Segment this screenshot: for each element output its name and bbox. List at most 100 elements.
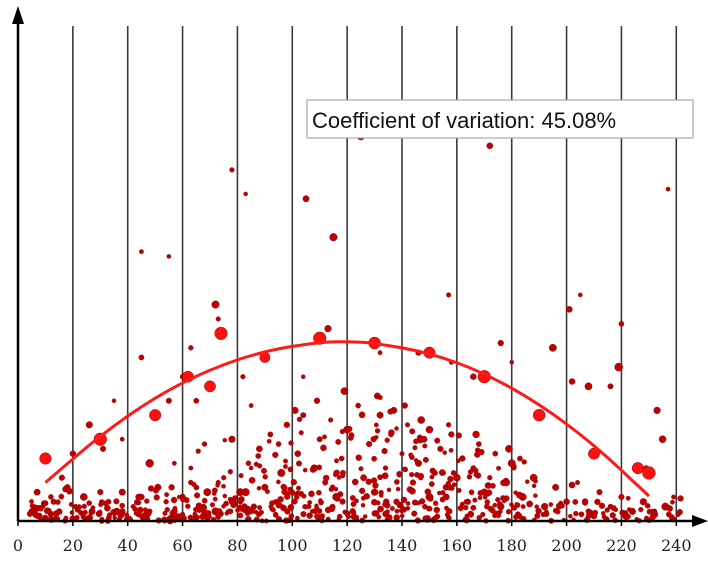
dense-scatter-jitter-104-1 [192,511,198,517]
dense-scatter-jitter-103-3 [511,505,518,511]
dense-scatter-jitter-58-3 [409,472,415,478]
dense-scatter-jitter-47-2 [348,432,355,439]
x-tick-label-60: 60 [172,536,192,555]
dense-scatter-jitter-41-1 [316,489,322,496]
dense-scatter-jitter-31-2 [266,438,272,444]
dense-scatter-jitter-27-3 [238,473,244,479]
dense-scatter-jitter-37-0 [296,460,302,467]
outliers-point-43 [85,421,93,429]
dense-scatter-jitter-68-0 [468,512,474,518]
dense-scatter-jitter-59-4 [422,456,429,463]
dense-scatter-jitter-66-3 [463,499,469,505]
dense-scatter-jitter-85-4 [610,505,617,511]
dense-scatter-point-79 [552,483,560,491]
dense-scatter-jitter-35-1 [287,504,295,511]
dense-scatter-point-78 [541,502,549,511]
dense-scatter-jitter-80-2 [568,513,573,519]
dense-scatter-jitter-97-0 [346,425,353,432]
dense-scatter-point-30 [261,483,269,491]
dense-scatter-point-3 [48,494,54,500]
dense-scatter-jitter-26-1 [232,495,239,502]
dense-scatter-point-93 [168,484,175,491]
dense-scatter-jitter-77-4 [533,478,538,484]
dense-scatter-jitter-51-4 [384,437,390,443]
dense-scatter-jitter-96-0 [320,444,327,452]
dense-scatter-jitter-66-2 [466,474,473,480]
dense-scatter-jitter-99-4 [402,466,407,472]
dense-scatter-jitter-72-0 [489,507,496,514]
dense-scatter-jitter-99-3 [405,501,411,506]
dense-scatter-jitter-62-0 [433,506,440,514]
dense-scatter-jitter-97-2 [336,513,343,520]
dense-scatter-jitter-111-0 [419,498,426,505]
highlighted-point-14 [631,462,644,475]
highlighted-point-1 [93,432,107,446]
dense-scatter-point-36 [294,450,302,457]
dense-scatter-jitter-104-0 [180,511,185,517]
dense-scatter-jitter-111-1 [427,506,433,512]
dense-scatter-jitter-5-3 [63,515,69,521]
dense-scatter-jitter-81-3 [568,481,576,489]
annotation-box-frame [306,99,694,139]
dense-scatter-point-85 [618,493,625,500]
dense-scatter-jitter-67-2 [470,504,477,511]
dense-scatter-jitter-13-2 [124,512,130,518]
dense-scatter-jitter-29-1 [258,509,264,515]
x-tick-label-160: 160 [442,536,473,555]
dense-scatter-jitter-96-1 [322,434,327,440]
outliers-point-26 [509,360,514,365]
dense-scatter-jitter-7-2 [86,500,92,506]
annotation-box: Coefficient of variation: 45.08% [306,99,694,139]
highlighted-point-10 [588,447,600,460]
dense-scatter-jitter-87-0 [638,506,644,513]
dense-scatter-jitter-83-3 [594,498,601,505]
outliers-point-4 [302,195,310,203]
dense-scatter-jitter-76-0 [520,504,526,509]
dense-scatter-jitter-10-4 [112,515,117,520]
dense-scatter-jitter-43-0 [334,495,341,502]
dense-scatter-jitter-109-3 [412,445,418,451]
dense-scatter-jitter-1-3 [29,499,34,504]
dense-scatter-jitter-78-3 [540,511,546,518]
dense-scatter-jitter-66-0 [451,482,457,488]
outliers-point-5 [329,233,338,242]
dense-scatter-jitter-16-3 [162,510,168,516]
dense-scatter-point-62 [437,445,444,452]
dense-scatter-jitter-29-3 [257,463,263,469]
dense-scatter-point-107 [291,406,299,414]
dense-scatter-jitter-109-2 [413,438,419,445]
dense-scatter-point-29 [256,445,263,453]
dense-scatter-point-56 [405,422,410,428]
outliers-point-31 [614,362,623,372]
dense-scatter-jitter-109-1 [413,458,419,463]
dense-scatter-jitter-94-2 [211,487,218,494]
dense-scatter-jitter-72-3 [485,489,493,496]
dense-scatter-jitter-12-1 [111,511,117,517]
highlighted-scatter-series [39,326,656,480]
dense-scatter-jitter-32-4 [270,507,276,513]
dense-scatter-point-37 [300,412,307,419]
dense-scatter-point-87 [639,498,647,506]
dense-scatter-jitter-16-1 [153,494,160,501]
dense-scatter-jitter-50-1 [363,493,370,500]
dense-scatter-jitter-103-1 [521,459,527,465]
dense-scatter-jitter-39-1 [306,512,313,519]
dense-scatter-jitter-69-3 [468,489,475,495]
dense-scatter-jitter-92-1 [136,500,142,506]
dense-scatter-jitter-54-0 [386,514,393,521]
dense-scatter-jitter-51-0 [381,448,388,455]
dense-scatter-point-92 [135,493,143,501]
dense-scatter-jitter-47-4 [355,454,362,461]
outliers-point-8 [486,142,494,150]
outliers-point-29 [584,382,593,391]
outliers-point-38 [171,460,177,466]
dense-scatter-jitter-56-0 [398,508,404,513]
dense-scatter-jitter-36-3 [296,485,301,491]
dense-scatter-jitter-106-3 [227,469,233,475]
x-tick-label-0: 0 [13,536,23,555]
dense-scatter-jitter-51-3 [373,422,379,428]
dense-scatter-jitter-68-4 [467,469,474,475]
dense-scatter-point-33 [277,468,286,477]
outliers-point-27 [548,343,557,352]
dense-scatter-jitter-56-3 [409,428,416,435]
